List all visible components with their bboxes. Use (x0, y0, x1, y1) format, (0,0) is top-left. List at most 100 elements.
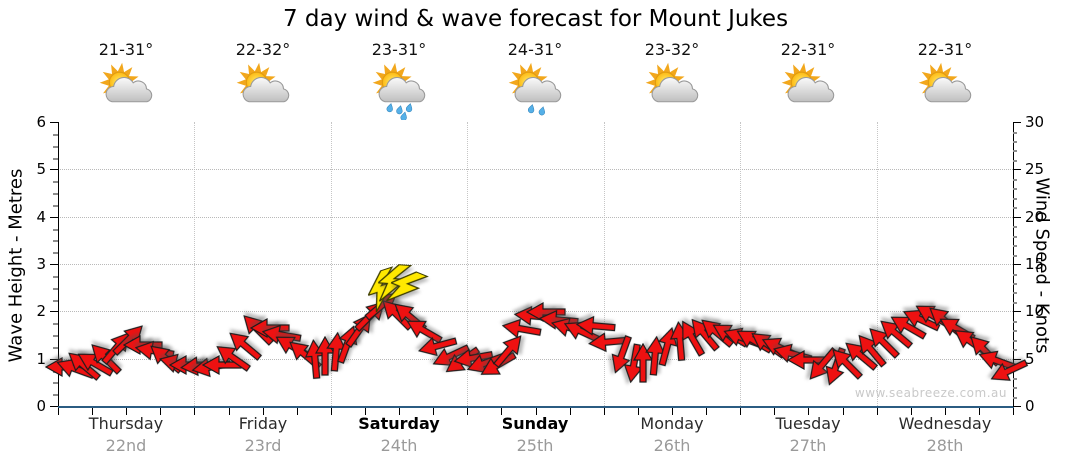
left-axis-tick-label: 6 (36, 113, 46, 131)
wind-arrow (71, 339, 121, 385)
bottom-axis-tick (501, 408, 503, 415)
right-axis-minor-tick (1013, 197, 1017, 200)
temp-range: 22-32° (235, 40, 291, 59)
left-axis-minor-tick (53, 275, 58, 278)
right-axis-minor-tick (1013, 387, 1017, 390)
bottom-axis-tick (126, 408, 128, 415)
bottom-axis-tick (1013, 408, 1014, 415)
temp-range: 22-31° (917, 40, 973, 59)
x-axis-day-saturday: Saturday 24th (329, 414, 469, 455)
bottom-axis-tick (228, 408, 230, 415)
wind-arrow (837, 330, 887, 379)
right-axis-minor-tick (1013, 339, 1017, 342)
left-axis-tick-label: 1 (36, 349, 46, 368)
wind-arrow (221, 319, 271, 368)
wind-arrow (872, 308, 922, 357)
left-axis-minor-tick (53, 181, 58, 184)
right-axis-tick (1013, 358, 1021, 360)
wind-arrow (587, 323, 629, 356)
day-name: Wednesday (898, 414, 992, 433)
bottom-axis-tick (706, 408, 707, 415)
wind-arrow (400, 306, 450, 352)
right-axis-tick (1013, 311, 1021, 313)
bottom-axis-tick (535, 408, 537, 415)
lightning-bolt-icon (382, 264, 430, 318)
right-axis-minor-tick (1013, 131, 1017, 134)
left-axis-line (58, 122, 59, 407)
bottom-axis-tick (433, 408, 435, 415)
left-axis-minor-tick (53, 299, 58, 302)
bottom-axis-tick (637, 408, 639, 415)
left-axis-minor-tick (53, 382, 58, 385)
day-date: 28th (926, 436, 964, 455)
weather-icon (467, 62, 603, 120)
left-axis-tick-label: 0 (36, 397, 46, 415)
day-date: 25th (516, 436, 554, 455)
right-axis-tick-label: 0 (1025, 397, 1035, 415)
left-axis-tick (50, 311, 58, 313)
x-axis-day-thursday: Thursday 22nd (56, 414, 196, 455)
x-axis-day-tuesday: Tuesday 27th (738, 414, 878, 455)
wind-arrow (559, 308, 608, 352)
wind-arrow (796, 338, 845, 388)
forecast-day-friday: 22-32° (195, 40, 331, 120)
forecast-day-thursday: 21-31° (58, 40, 194, 120)
wind-arrow (209, 332, 259, 380)
left-axis-minor-tick (53, 335, 58, 337)
bottom-axis-tick (467, 408, 469, 415)
left-axis-tick (50, 169, 58, 171)
left-axis-minor-tick (53, 157, 58, 160)
bottom-axis-tick (671, 408, 673, 415)
left-axis-minor-tick (53, 228, 58, 231)
gridline-wave (58, 216, 1013, 218)
gridline-wave (58, 264, 1013, 265)
left-axis-tick (50, 264, 58, 265)
temp-range: 24-31° (507, 40, 563, 59)
bottom-axis-tick (160, 408, 162, 415)
bottom-axis-tick (194, 408, 196, 415)
right-axis-minor-tick (1013, 207, 1017, 210)
weather-icon (740, 62, 876, 120)
day-date: 24th (380, 436, 418, 455)
bottom-axis-tick (842, 408, 844, 415)
bottom-axis-tick (740, 408, 742, 415)
wind-arrow (425, 332, 474, 376)
wind-arrow (574, 307, 616, 340)
left-axis-minor-tick (53, 287, 58, 290)
bottom-axis-tick (296, 408, 298, 415)
left-axis-tick (50, 122, 58, 123)
day-name: Monday (640, 414, 704, 433)
day-date: 22nd (105, 436, 147, 455)
left-axis-tick (50, 406, 58, 407)
wind-arrow (60, 340, 110, 389)
day-name: Friday (238, 414, 288, 433)
right-axis-minor-tick (1013, 301, 1017, 304)
left-axis-tick (50, 216, 58, 218)
right-axis-tick-label: 5 (1025, 349, 1035, 368)
wind-arrow (983, 347, 1032, 391)
bottom-axis-tick (876, 408, 878, 415)
bottom-axis-tick (92, 408, 94, 415)
temp-range: 23-32° (644, 40, 700, 59)
bottom-axis-tick (365, 408, 366, 415)
right-axis-tick (1013, 406, 1021, 407)
right-axis-minor-tick (1013, 349, 1017, 352)
bottom-axis-tick (58, 408, 59, 415)
left-axis-minor-tick (53, 394, 58, 397)
bottom-axis-tick (603, 408, 605, 415)
x-axis-day-friday: Friday 23rd (193, 414, 333, 455)
left-axis-minor-tick (53, 133, 58, 136)
wind-arrow (682, 308, 731, 358)
day-date: 23rd (244, 436, 282, 455)
day-name: Thursday (88, 414, 164, 433)
weather-icon (877, 62, 1013, 120)
bottom-axis-tick (569, 408, 571, 415)
left-axis-minor-tick (53, 346, 58, 349)
wind-arrow (106, 316, 155, 365)
right-axis-minor-tick (1013, 254, 1017, 257)
wind-arrow (974, 338, 1022, 380)
bottom-axis-tick (399, 408, 401, 415)
right-axis-minor-tick (1013, 320, 1017, 323)
right-axis-minor-tick (1013, 245, 1017, 248)
left-axis-minor-tick (53, 240, 58, 243)
